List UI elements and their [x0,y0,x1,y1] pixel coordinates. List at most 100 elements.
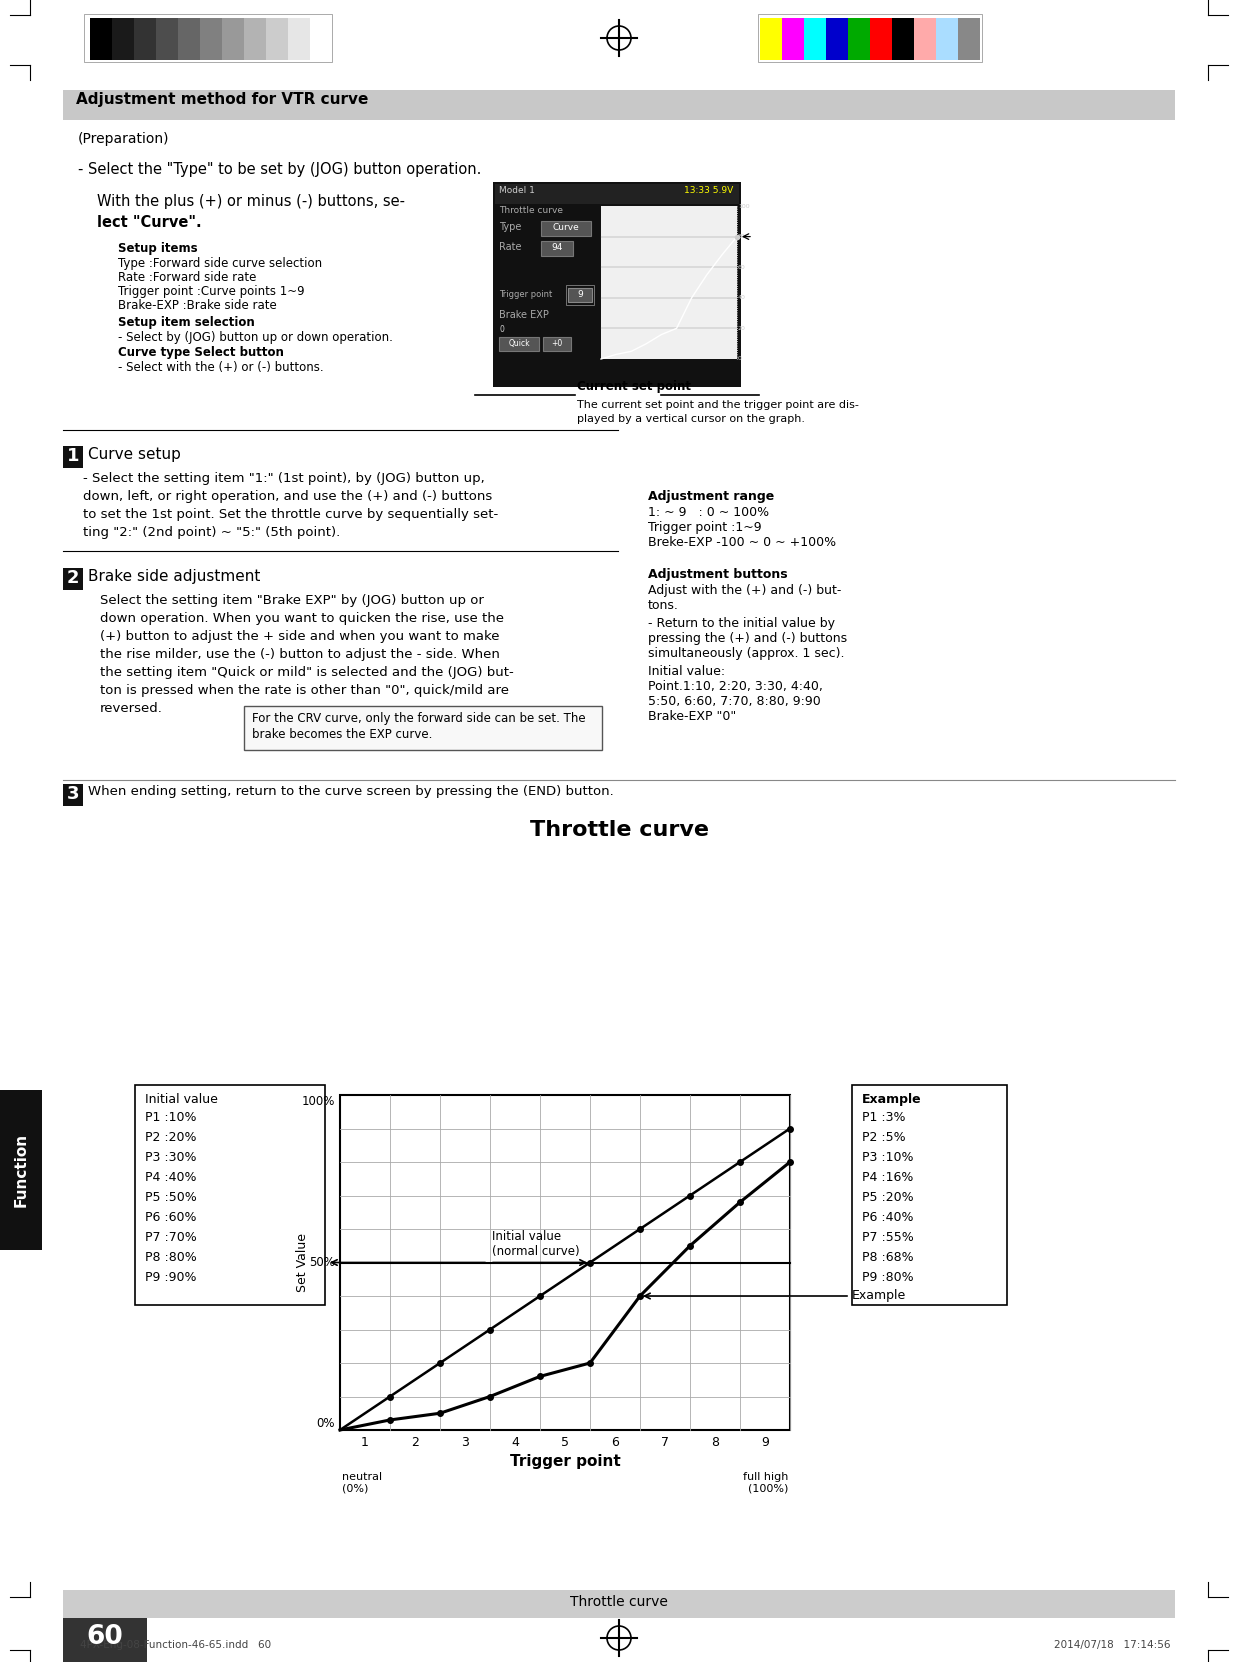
Bar [340,1095,790,1429]
Text: Trigger point :Curve points 1~9: Trigger point :Curve points 1~9 [118,284,305,297]
Bar [914,18,936,60]
Bar [600,206,737,359]
Text: Set Value: Set Value [296,1233,308,1291]
Text: Current set point: Current set point [577,381,691,392]
Text: pressing the (+) and (-) buttons: pressing the (+) and (-) buttons [647,632,847,645]
Bar [782,18,803,60]
Text: P9 :80%: P9 :80% [862,1271,914,1285]
Text: 5: 5 [561,1436,569,1449]
Text: Adjustment method for VTR curve: Adjustment method for VTR curve [76,91,369,106]
Text: - Select the "Type" to be set by (JOG) button operation.: - Select the "Type" to be set by (JOG) b… [78,161,482,176]
Text: the setting item "Quick or mild" is selected and the (JOG) but-: the setting item "Quick or mild" is sele… [100,666,514,680]
Bar [848,18,870,60]
Text: Setup items: Setup items [118,243,198,254]
Text: Brake-EXP "0": Brake-EXP "0" [647,710,737,723]
Text: Example: Example [862,1094,921,1105]
Text: 1: 1 [361,1436,369,1449]
Text: 0: 0 [738,357,742,362]
Text: 9: 9 [761,1436,769,1449]
Bar [566,284,594,306]
Bar [63,1619,147,1662]
Text: 2014/07/18   17:14:56: 2014/07/18 17:14:56 [1054,1640,1170,1650]
Text: neutral
(0%): neutral (0%) [342,1473,383,1494]
Text: 100: 100 [738,203,750,208]
Text: - Return to the initial value by: - Return to the initial value by [647,617,834,630]
Bar [135,1085,326,1305]
Text: Throttle curve: Throttle curve [569,1596,669,1609]
Text: When ending setting, return to the curve screen by pressing the (END) button.: When ending setting, return to the curve… [88,784,614,798]
Bar [63,445,83,469]
Bar [310,18,332,60]
Text: Quick: Quick [508,339,530,347]
Text: Throttle curve: Throttle curve [530,819,708,839]
Bar [63,1591,1175,1619]
Text: The current set point and the trigger point are dis-: The current set point and the trigger po… [577,401,859,411]
Text: P5 :50%: P5 :50% [145,1192,197,1203]
Text: ton is pressed when the rate is other than "0", quick/mild are: ton is pressed when the rate is other th… [100,685,509,696]
Text: P1 :10%: P1 :10% [145,1110,197,1124]
Bar [84,13,332,61]
Bar [0,1090,42,1250]
Text: Brake EXP: Brake EXP [499,311,548,321]
Text: (Preparation): (Preparation) [78,131,170,146]
Text: - Select the setting item "1:" (1st point), by (JOG) button up,: - Select the setting item "1:" (1st poin… [83,472,485,485]
Text: 5:50, 6:60, 7:70, 8:80, 9:90: 5:50, 6:60, 7:70, 8:80, 9:90 [647,695,821,708]
Text: Example: Example [852,1290,906,1303]
Bar [852,1085,1006,1305]
Bar [893,18,914,60]
Text: 60: 60 [738,264,745,269]
Text: Brake-EXP :Brake side rate: Brake-EXP :Brake side rate [118,299,277,312]
Text: 1: ~ 9   : 0 ~ 100%: 1: ~ 9 : 0 ~ 100% [647,505,769,519]
Bar [495,184,739,204]
Text: 4PX-Eng-08-Function-46-65.indd   60: 4PX-Eng-08-Function-46-65.indd 60 [80,1640,271,1650]
Bar [870,18,893,60]
Text: P4 :40%: P4 :40% [145,1172,197,1183]
Bar [222,18,244,60]
Bar [90,18,111,60]
Text: - Select with the (+) or (-) buttons.: - Select with the (+) or (-) buttons. [118,361,323,374]
Bar [826,18,848,60]
Text: 80: 80 [738,234,745,239]
Text: 50%: 50% [310,1256,335,1270]
Text: Curve: Curve [552,223,579,233]
Text: Initial value: Initial value [145,1094,218,1105]
Text: +0: +0 [551,339,562,347]
Text: simultaneously (approx. 1 sec).: simultaneously (approx. 1 sec). [647,647,844,660]
Text: (+) button to adjust the + side and when you want to make: (+) button to adjust the + side and when… [100,630,499,643]
Text: Adjustment range: Adjustment range [647,490,774,504]
Bar [244,706,602,750]
Text: Trigger point: Trigger point [510,1454,620,1469]
Text: 100%: 100% [302,1095,335,1109]
Text: 94: 94 [551,243,563,253]
Text: full high
(100%): full high (100%) [743,1473,789,1494]
Text: 6: 6 [612,1436,619,1449]
Text: down, left, or right operation, and use the (+) and (-) buttons: down, left, or right operation, and use … [83,490,493,504]
Bar [178,18,201,60]
Text: - Select by (JOG) button up or down operation.: - Select by (JOG) button up or down oper… [118,331,392,344]
Bar [568,288,592,302]
Text: P6 :60%: P6 :60% [145,1212,197,1223]
Bar [803,18,826,60]
Text: Adjustment buttons: Adjustment buttons [647,568,787,582]
Bar [543,337,571,351]
Bar [499,337,539,351]
Text: 40: 40 [738,296,745,301]
Text: Rate :Forward side rate: Rate :Forward side rate [118,271,256,284]
Text: Rate: Rate [499,243,521,253]
Text: ting "2:" (2nd point) ~ "5:" (5th point).: ting "2:" (2nd point) ~ "5:" (5th point)… [83,525,340,538]
Text: With the plus (+) or minus (-) buttons, se-: With the plus (+) or minus (-) buttons, … [97,194,405,209]
Text: 0: 0 [499,326,504,334]
Text: Point.1:10, 2:20, 3:30, 4:40,: Point.1:10, 2:20, 3:30, 4:40, [647,680,823,693]
Text: lect "Curve".: lect "Curve". [97,214,202,229]
Bar [758,13,982,61]
Text: P7 :70%: P7 :70% [145,1232,197,1243]
Text: tons.: tons. [647,598,678,612]
Bar [541,241,573,256]
Bar [541,221,591,236]
Text: 4: 4 [511,1436,519,1449]
Text: Adjust with the (+) and (-) but-: Adjust with the (+) and (-) but- [647,583,842,597]
Text: P8 :80%: P8 :80% [145,1251,197,1265]
Text: Model 1: Model 1 [499,186,535,194]
Bar [63,90,1175,120]
Text: 20: 20 [738,326,745,331]
